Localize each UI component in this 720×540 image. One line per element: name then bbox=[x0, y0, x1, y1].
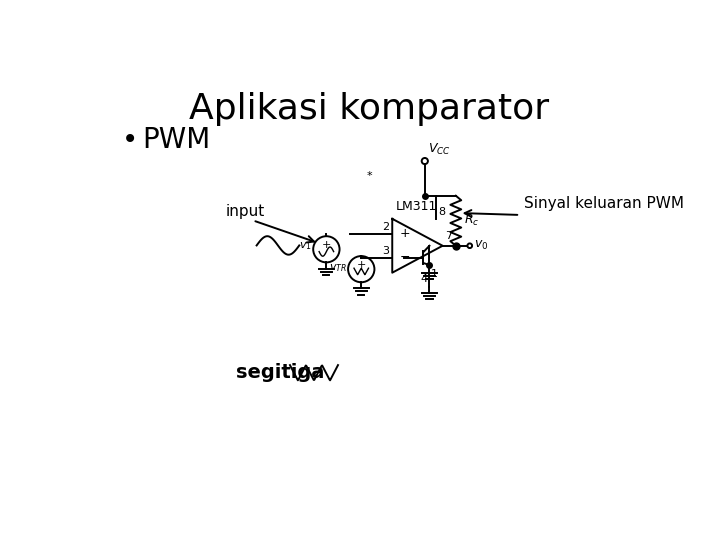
Text: PWM: PWM bbox=[143, 126, 211, 154]
Text: *: * bbox=[366, 172, 372, 181]
Text: −: − bbox=[399, 251, 410, 264]
Text: +: + bbox=[399, 227, 410, 240]
Text: 3: 3 bbox=[382, 246, 389, 256]
Text: 4: 4 bbox=[420, 274, 428, 284]
Text: +: + bbox=[322, 240, 331, 249]
Text: $v_1$: $v_1$ bbox=[299, 240, 312, 252]
Text: input: input bbox=[225, 204, 265, 219]
Text: •: • bbox=[122, 126, 138, 154]
Text: 1: 1 bbox=[431, 269, 438, 279]
Text: $R_c$: $R_c$ bbox=[464, 213, 479, 228]
Text: 2: 2 bbox=[382, 222, 389, 232]
Text: segitiga: segitiga bbox=[235, 363, 324, 382]
Text: LM311: LM311 bbox=[396, 200, 438, 213]
Text: 7: 7 bbox=[446, 231, 453, 241]
Text: Aplikasi komparator: Aplikasi komparator bbox=[189, 92, 549, 126]
Text: Sinyal keluaran PWM: Sinyal keluaran PWM bbox=[524, 196, 684, 211]
Text: $V_{CC}$: $V_{CC}$ bbox=[428, 142, 451, 157]
Text: +: + bbox=[356, 260, 366, 269]
Text: 8: 8 bbox=[438, 207, 445, 217]
Text: $v_{TR}$: $v_{TR}$ bbox=[328, 262, 346, 274]
Text: $v_0$: $v_0$ bbox=[474, 239, 489, 252]
